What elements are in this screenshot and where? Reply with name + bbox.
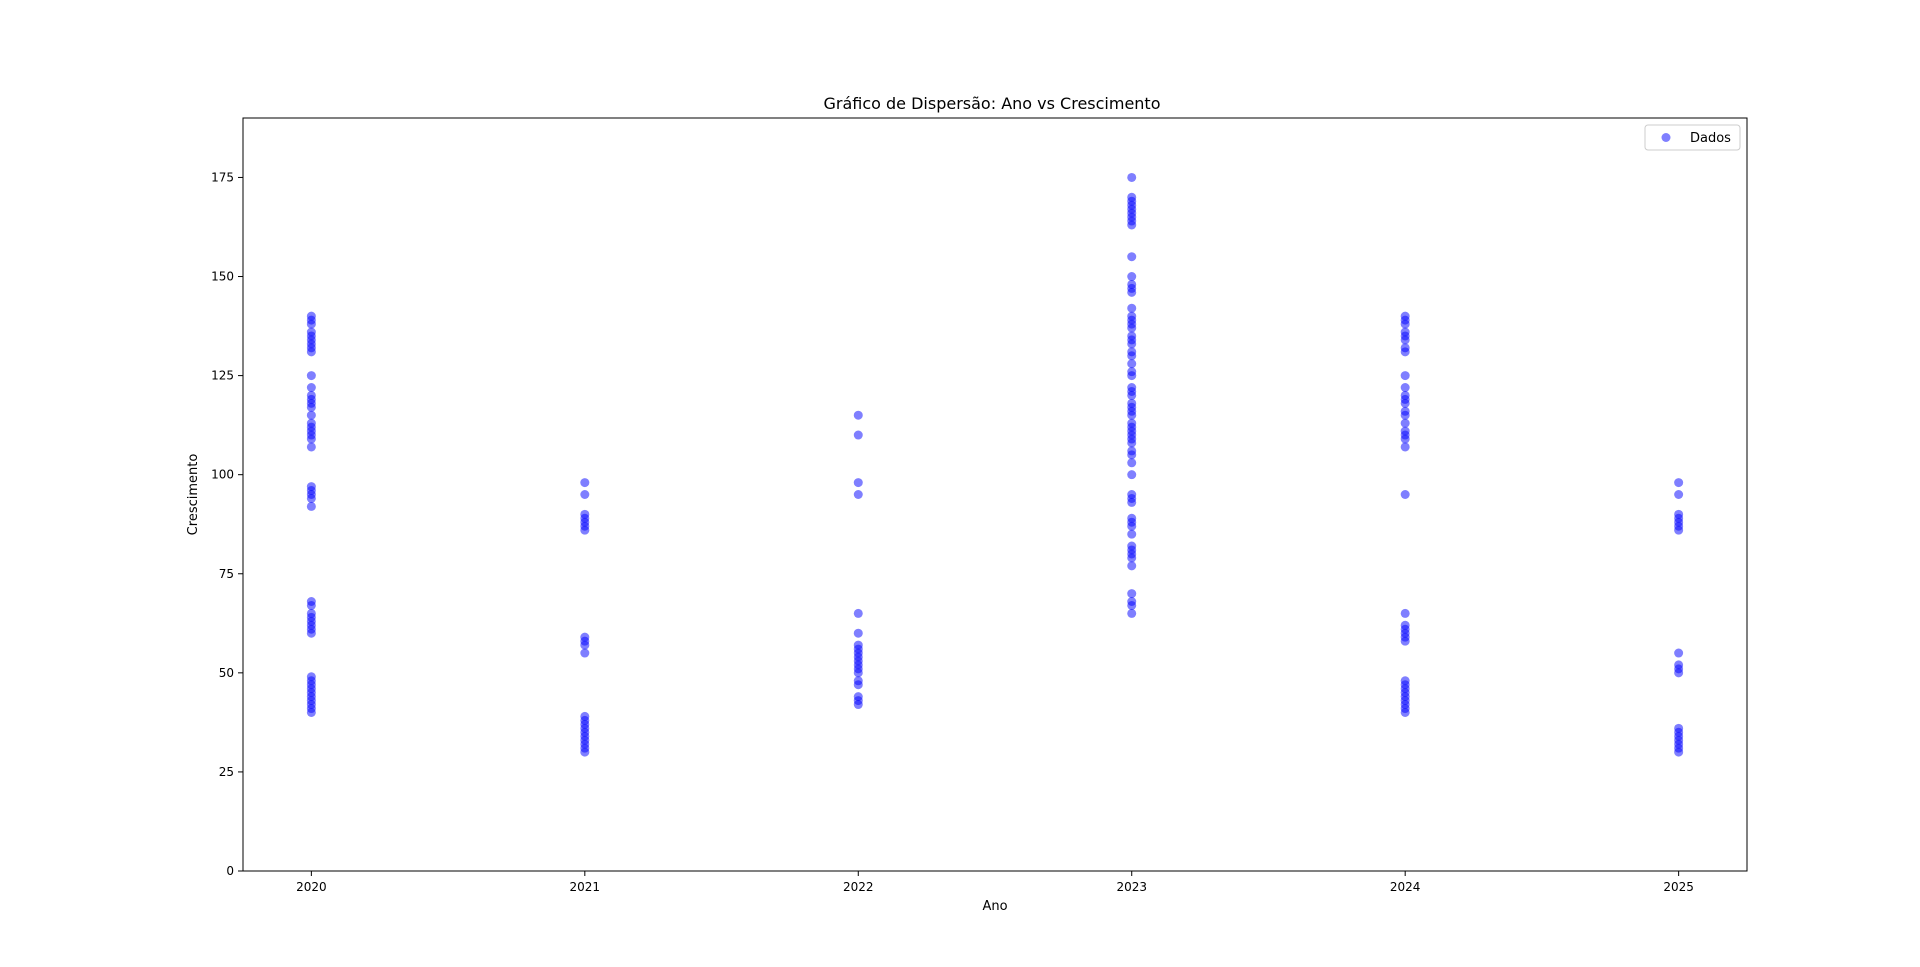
legend: Dados xyxy=(1644,124,1741,151)
data-point xyxy=(1400,335,1410,345)
data-point xyxy=(1400,398,1410,408)
data-point xyxy=(1674,478,1684,488)
x-axis-label: Ano xyxy=(982,899,1007,914)
y-axis-label: Crescimento xyxy=(186,454,201,536)
data-point xyxy=(1127,339,1137,349)
data-point xyxy=(306,410,316,420)
data-point xyxy=(1127,371,1137,381)
data-point xyxy=(1127,287,1137,297)
data-point xyxy=(1400,608,1410,618)
data-point xyxy=(580,648,590,658)
data-point xyxy=(853,410,863,420)
data-point xyxy=(1400,319,1410,329)
y-tick-label: 75 xyxy=(219,567,234,581)
data-point xyxy=(853,680,863,690)
x-tick-label: 2025 xyxy=(1663,880,1694,894)
data-point xyxy=(1400,347,1410,357)
y-axis: 0 25 50 75 100 125 150 175 xyxy=(211,170,243,878)
data-point xyxy=(1674,747,1684,757)
data-point xyxy=(1127,323,1137,333)
x-tick-label: 2023 xyxy=(1116,880,1147,894)
data-point xyxy=(1127,458,1137,468)
data-point xyxy=(853,490,863,499)
data-point xyxy=(1400,707,1410,717)
x-tick-label: 2021 xyxy=(570,880,601,894)
data-point xyxy=(1127,470,1137,480)
data-point xyxy=(1400,382,1410,392)
data-point xyxy=(1400,371,1410,381)
x-tick-label: 2020 xyxy=(296,880,327,894)
data-point xyxy=(580,478,590,488)
data-point xyxy=(1127,553,1137,563)
data-point xyxy=(306,402,316,412)
data-point xyxy=(306,347,316,357)
legend-label-dados: Dados xyxy=(1690,131,1731,146)
y-tick-label: 175 xyxy=(211,170,234,184)
data-point xyxy=(1127,359,1137,369)
data-point xyxy=(306,434,316,444)
data-point xyxy=(1400,418,1410,428)
plot-frame xyxy=(242,117,1748,872)
legend-box xyxy=(1644,124,1741,151)
data-point xyxy=(1127,438,1137,448)
data-point xyxy=(1127,497,1137,507)
chart-title: Gráfico de Dispersão: Ano vs Crescimento xyxy=(823,94,1160,113)
data-point xyxy=(306,628,316,638)
data-point xyxy=(853,668,863,678)
data-point xyxy=(853,628,863,638)
data-point xyxy=(1127,390,1137,400)
data-point xyxy=(1127,220,1137,230)
legend-marker xyxy=(1661,133,1671,142)
y-tick-label: 125 xyxy=(211,369,234,383)
data-point xyxy=(1127,561,1137,571)
data-point xyxy=(1400,410,1410,420)
data-point xyxy=(580,640,590,650)
y-tick-label: 50 xyxy=(219,666,234,680)
data-point xyxy=(1127,529,1137,539)
data-point xyxy=(1127,172,1137,182)
data-point xyxy=(306,442,316,452)
data-point xyxy=(306,493,316,503)
x-tick-label: 2022 xyxy=(843,880,874,894)
data-point xyxy=(1400,636,1410,646)
x-axis: 2020 2021 2022 2023 2024 2025 xyxy=(296,871,1694,894)
data-point xyxy=(1400,442,1410,452)
data-point xyxy=(580,525,590,535)
data-point xyxy=(1127,608,1137,618)
data-point xyxy=(1127,303,1137,313)
plot-points xyxy=(306,172,1684,757)
data-point xyxy=(1127,351,1137,361)
y-tick-label: 0 xyxy=(226,864,234,878)
data-point xyxy=(1127,521,1137,531)
x-tick-label: 2024 xyxy=(1390,880,1421,894)
data-point xyxy=(1674,648,1684,658)
data-point xyxy=(1400,490,1410,499)
data-point xyxy=(580,747,590,757)
data-point xyxy=(1674,525,1684,535)
data-point xyxy=(580,490,590,499)
data-point xyxy=(1127,600,1137,610)
y-tick-label: 100 xyxy=(211,468,234,482)
data-point xyxy=(1127,589,1137,599)
data-point xyxy=(853,478,863,488)
data-point xyxy=(1127,272,1137,282)
data-point xyxy=(1400,434,1410,444)
data-point xyxy=(853,430,863,440)
data-point xyxy=(306,501,316,511)
data-point xyxy=(306,371,316,381)
data-point xyxy=(1674,668,1684,678)
data-point xyxy=(306,707,316,717)
data-point xyxy=(1127,450,1137,460)
data-point xyxy=(306,319,316,329)
data-point xyxy=(853,700,863,710)
data-point xyxy=(1127,410,1137,420)
data-point xyxy=(306,382,316,392)
data-point xyxy=(853,608,863,618)
y-tick-label: 25 xyxy=(219,765,234,779)
data-point xyxy=(1127,252,1137,262)
y-tick-label: 150 xyxy=(211,270,234,284)
data-point xyxy=(1674,490,1684,499)
data-point xyxy=(306,600,316,610)
